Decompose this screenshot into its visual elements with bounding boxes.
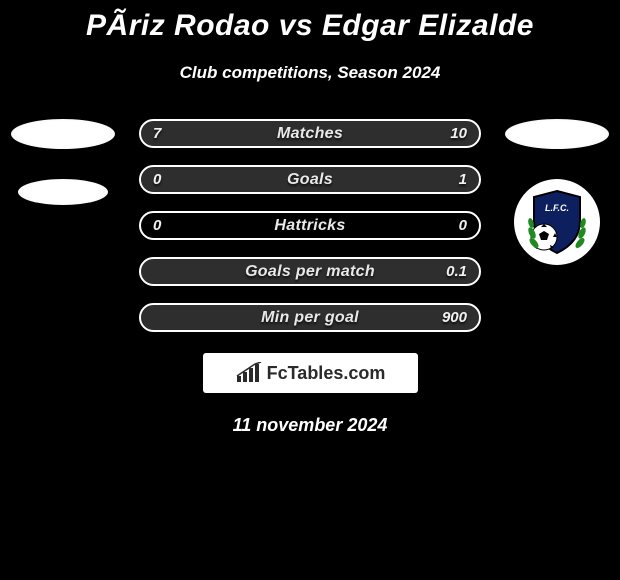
subtitle: Club competitions, Season 2024	[0, 63, 620, 83]
date-text: 11 november 2024	[0, 415, 620, 436]
logo-text: FcTables.com	[267, 363, 386, 384]
team-left-placeholder	[18, 179, 108, 205]
right-side: L.F.C.	[505, 119, 609, 265]
stat-label: Hattricks	[141, 213, 479, 238]
infographic: PÃriz Rodao vs Edgar Elizalde Club compe…	[0, 0, 620, 580]
stat-bar: 00Hattricks	[139, 211, 481, 240]
left-side	[11, 119, 115, 205]
stats-area: 710Matches 01Goals 00Hattricks 0.1Goals per…	[0, 119, 620, 332]
stat-bar: 01Goals	[139, 165, 481, 194]
stat-label: Goals	[141, 167, 479, 192]
stat-bar: 710Matches	[139, 119, 481, 148]
team-right-badge: L.F.C.	[514, 179, 600, 265]
stat-label: Goals per match	[141, 259, 479, 284]
bar-chart-icon	[235, 362, 263, 384]
badge-text: L.F.C.	[545, 203, 569, 213]
stat-label: Min per goal	[141, 305, 479, 330]
logo-box: FcTables.com	[203, 353, 418, 393]
shield-icon: L.F.C.	[522, 187, 592, 257]
page-title: PÃriz Rodao vs Edgar Elizalde	[0, 0, 620, 43]
stat-bar: 0.1Goals per match	[139, 257, 481, 286]
stat-bars: 710Matches 01Goals 00Hattricks 0.1Goals per…	[139, 119, 481, 332]
player-left-placeholder	[11, 119, 115, 149]
stat-label: Matches	[141, 121, 479, 146]
stat-bar: 900Min per goal	[139, 303, 481, 332]
player-right-placeholder	[505, 119, 609, 149]
